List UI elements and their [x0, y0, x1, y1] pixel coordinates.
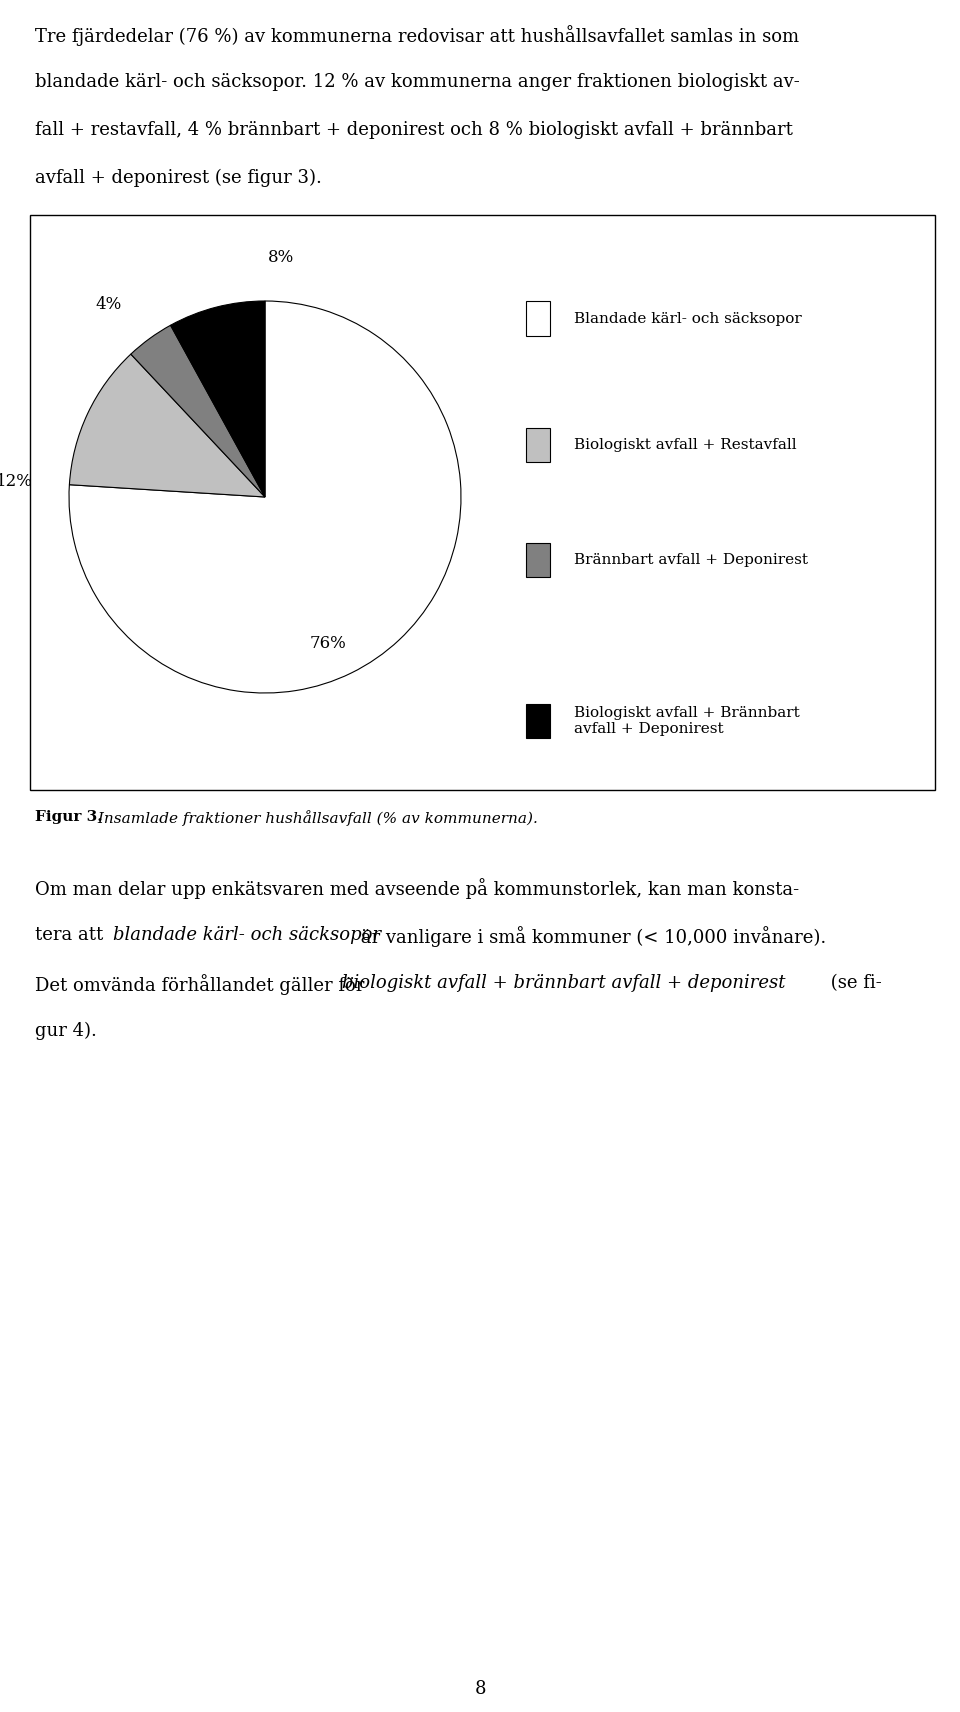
Text: Insamlade fraktioner hushållsavfall (% av kommunerna).: Insamlade fraktioner hushållsavfall (% a…: [93, 810, 538, 825]
Text: gur 4).: gur 4).: [35, 1022, 97, 1041]
Text: 8%: 8%: [268, 250, 294, 267]
FancyBboxPatch shape: [30, 216, 935, 789]
Text: Tre fjärdedelar (76 %) av kommunerna redovisar att hushållsavfallet samlas in so: Tre fjärdedelar (76 %) av kommunerna red…: [35, 26, 799, 46]
Wedge shape: [131, 325, 265, 496]
Text: är vanligare i små kommuner (< 10,000 invånare).: är vanligare i små kommuner (< 10,000 in…: [355, 926, 827, 947]
Text: avfall + deponirest (se figur 3).: avfall + deponirest (se figur 3).: [35, 169, 322, 187]
Text: Figur 3.: Figur 3.: [35, 810, 103, 823]
Text: 8: 8: [474, 1679, 486, 1698]
Text: Biologiskt avfall + Restavfall: Biologiskt avfall + Restavfall: [573, 438, 796, 452]
Text: 76%: 76%: [309, 635, 347, 652]
Text: biologiskt avfall + brännbart avfall + deponirest: biologiskt avfall + brännbart avfall + d…: [342, 974, 785, 991]
Text: tera att: tera att: [35, 926, 109, 943]
Text: blandade kärl- och säcksopor: blandade kärl- och säcksopor: [113, 926, 381, 943]
Text: 4%: 4%: [95, 296, 121, 313]
Text: (se fi-: (se fi-: [825, 974, 881, 991]
FancyBboxPatch shape: [526, 301, 550, 336]
FancyBboxPatch shape: [526, 543, 550, 577]
Text: Det omvända förhållandet gäller för: Det omvända förhållandet gäller för: [35, 974, 371, 995]
FancyBboxPatch shape: [526, 428, 550, 462]
Text: fall + restavfall, 4 % brännbart + deponirest och 8 % biologiskt avfall + brännb: fall + restavfall, 4 % brännbart + depon…: [35, 122, 793, 139]
Text: Blandade kärl- och säcksopor: Blandade kärl- och säcksopor: [573, 312, 802, 325]
Text: Brännbart avfall + Deponirest: Brännbart avfall + Deponirest: [573, 553, 807, 567]
Wedge shape: [171, 301, 265, 496]
FancyBboxPatch shape: [526, 704, 550, 738]
Text: 12%: 12%: [0, 473, 33, 490]
Wedge shape: [69, 301, 461, 693]
Text: Om man delar upp enkätsvaren med avseende på kommunstorlek, kan man konsta-: Om man delar upp enkätsvaren med avseend…: [35, 878, 799, 899]
Wedge shape: [69, 354, 265, 496]
Text: Biologiskt avfall + Brännbart
avfall + Deponirest: Biologiskt avfall + Brännbart avfall + D…: [573, 705, 800, 736]
Text: blandade kärl- och säcksopor. 12 % av kommunerna anger fraktionen biologiskt av-: blandade kärl- och säcksopor. 12 % av ko…: [35, 74, 800, 91]
